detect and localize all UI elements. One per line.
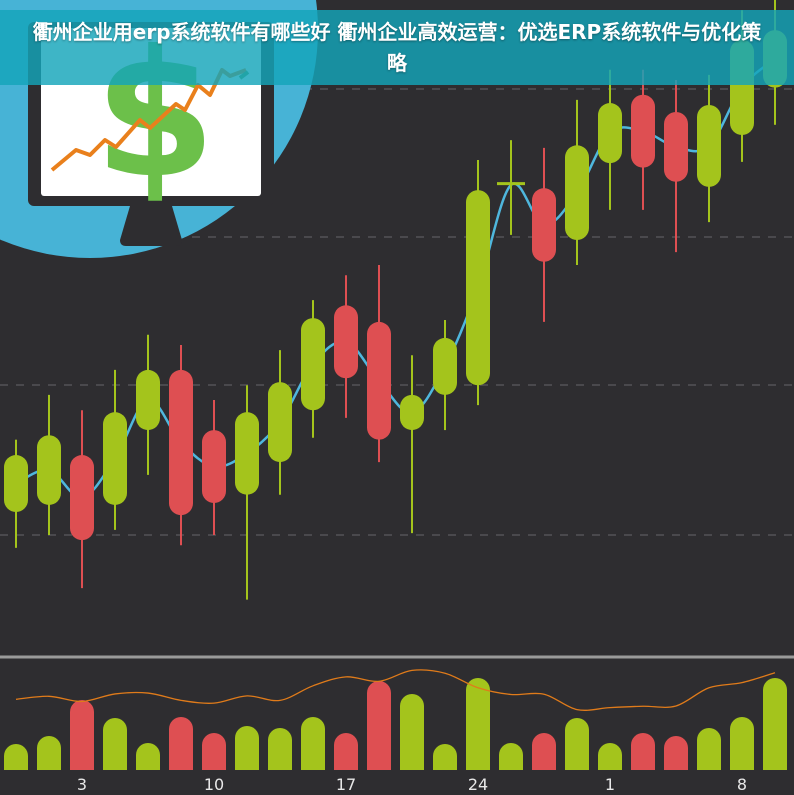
candle — [169, 344, 193, 546]
candle-body — [532, 188, 556, 262]
candle-body — [103, 412, 127, 505]
volume-bar — [235, 726, 259, 770]
volume-bar — [499, 743, 523, 770]
volume-bar — [466, 678, 490, 770]
x-axis-ticks: 3 10 17 24 1 8 — [77, 775, 747, 794]
x-tick-label: 3 — [77, 775, 87, 794]
candle — [400, 355, 424, 534]
volume-bar — [400, 694, 424, 770]
volume-bar — [631, 733, 655, 770]
volume-bar — [730, 717, 754, 770]
candle — [202, 400, 226, 536]
candle-body — [433, 337, 457, 395]
candle-body — [301, 318, 325, 411]
volume-bar — [433, 744, 457, 770]
candle-body — [4, 455, 28, 512]
volume-bar — [532, 733, 556, 770]
monitor-stand — [120, 206, 182, 246]
volume-bar — [697, 728, 721, 770]
volume-bar — [37, 736, 61, 770]
candle-body — [268, 382, 292, 463]
volume-bar — [70, 700, 94, 770]
volume-bar — [664, 736, 688, 770]
candle-body — [697, 104, 721, 187]
candle — [664, 80, 688, 253]
candle — [136, 334, 160, 475]
candle — [497, 140, 525, 235]
candle — [235, 385, 259, 600]
volume-bar — [565, 718, 589, 770]
candle-body — [37, 435, 61, 505]
candle — [466, 160, 490, 406]
candle-body — [598, 103, 622, 164]
volume-average-line — [15, 669, 776, 711]
candle — [70, 410, 94, 589]
candle — [268, 350, 292, 495]
candle-body — [400, 394, 424, 431]
volume-bar — [136, 743, 160, 770]
volume-bars — [4, 678, 787, 770]
volume-bar — [367, 681, 391, 770]
candle — [301, 300, 325, 438]
candle — [103, 369, 127, 530]
volume-bar — [301, 717, 325, 770]
volume-bar — [202, 733, 226, 770]
candle — [565, 99, 589, 265]
candle-body — [367, 321, 391, 440]
volume-bar — [763, 678, 787, 770]
candle-body — [235, 412, 259, 495]
candle-body — [664, 112, 688, 182]
volume-bar — [334, 733, 358, 770]
candle-body — [565, 145, 589, 240]
candle — [631, 69, 655, 210]
candle-body — [631, 94, 655, 168]
candle-body — [169, 369, 193, 516]
candle — [598, 69, 622, 210]
candle — [697, 74, 721, 223]
x-tick-label: 1 — [605, 775, 615, 794]
volume-bar — [4, 744, 28, 770]
candle — [4, 439, 28, 548]
candle — [37, 394, 61, 536]
x-tick-label: 8 — [737, 775, 747, 794]
candle — [433, 320, 457, 431]
candle — [334, 275, 358, 418]
candle-body — [136, 369, 160, 431]
page-title: 衢州企业用erp系统软件有哪些好 衢州企业高效运营：优选ERP系统软件与优化策略 — [32, 19, 762, 75]
x-tick-label: 10 — [204, 775, 224, 794]
x-tick-label: 24 — [468, 775, 488, 794]
candle — [532, 147, 556, 322]
candle — [367, 264, 391, 463]
candles — [4, 0, 787, 600]
candle-body — [70, 455, 94, 541]
candle-body — [202, 430, 226, 504]
x-tick-label: 17 — [336, 775, 356, 794]
volume-bar — [268, 728, 292, 770]
candle-body — [334, 305, 358, 379]
candle-body — [466, 190, 490, 386]
volume-bar — [598, 743, 622, 770]
volume-bar — [103, 718, 127, 770]
volume-bar — [169, 717, 193, 770]
title-banner: 衢州企业用erp系统软件有哪些好 衢州企业高效运营：优选ERP系统软件与优化策略 — [0, 10, 794, 85]
